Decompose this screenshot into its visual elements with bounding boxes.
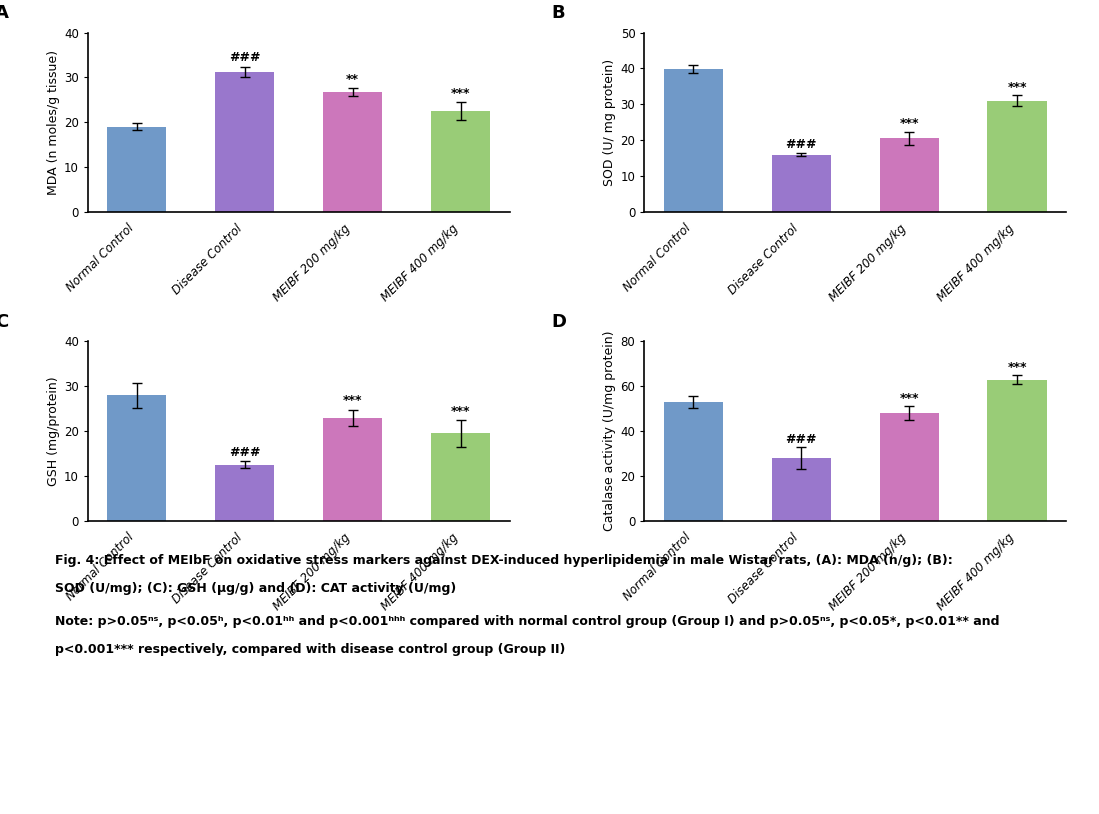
Bar <box>323 418 382 521</box>
Y-axis label: SOD (U/ mg protein): SOD (U/ mg protein) <box>603 59 617 186</box>
Text: SOD (U/mg); (C): GSH (μg/g) and (D): CAT activity (U/mg): SOD (U/mg); (C): GSH (μg/g) and (D): CAT… <box>55 582 456 595</box>
Bar <box>107 127 166 212</box>
Bar <box>664 402 723 521</box>
Text: ###: ### <box>229 51 260 64</box>
Text: D: D <box>552 313 567 330</box>
Text: ###: ### <box>786 138 817 151</box>
Bar <box>988 379 1047 521</box>
Text: ***: *** <box>1008 81 1026 94</box>
Y-axis label: Catalase activity (U/mg protein): Catalase activity (U/mg protein) <box>603 331 617 532</box>
Bar <box>215 72 275 212</box>
Text: ***: *** <box>1008 361 1026 374</box>
Bar <box>215 465 275 521</box>
Bar <box>771 155 831 212</box>
Bar <box>771 458 831 521</box>
Y-axis label: GSH (mg/protein): GSH (mg/protein) <box>47 376 59 486</box>
Text: A: A <box>0 4 9 22</box>
Bar <box>107 396 166 521</box>
Text: **: ** <box>346 73 359 86</box>
Text: p<0.001*** respectively, compared with disease control group (Group II): p<0.001*** respectively, compared with d… <box>55 643 565 656</box>
Text: ***: *** <box>451 87 470 100</box>
Text: Note: p>0.05ⁿˢ, p<0.05ʰ, p<0.01ʰʰ and p<0.001ʰʰʰ compared with normal control gr: Note: p>0.05ⁿˢ, p<0.05ʰ, p<0.01ʰʰ and p<… <box>55 615 999 628</box>
Text: ###: ### <box>229 446 260 459</box>
Y-axis label: MDA (n moles/g tissue): MDA (n moles/g tissue) <box>47 50 59 195</box>
Text: ###: ### <box>786 433 817 446</box>
Bar <box>988 101 1047 212</box>
Text: ***: *** <box>343 395 363 407</box>
Bar <box>879 138 939 212</box>
Bar <box>323 92 382 212</box>
Text: C: C <box>0 313 9 330</box>
Bar <box>879 414 939 521</box>
Text: Fig. 4: Effect of MEIbF on oxidative stress markers against DEX-induced hyperlip: Fig. 4: Effect of MEIbF on oxidative str… <box>55 554 953 567</box>
Bar <box>664 69 723 212</box>
Text: ***: *** <box>451 405 470 418</box>
Bar <box>431 112 490 212</box>
Bar <box>431 433 490 521</box>
Text: B: B <box>552 4 565 22</box>
Text: ***: *** <box>899 117 919 130</box>
Text: ***: *** <box>899 392 919 405</box>
